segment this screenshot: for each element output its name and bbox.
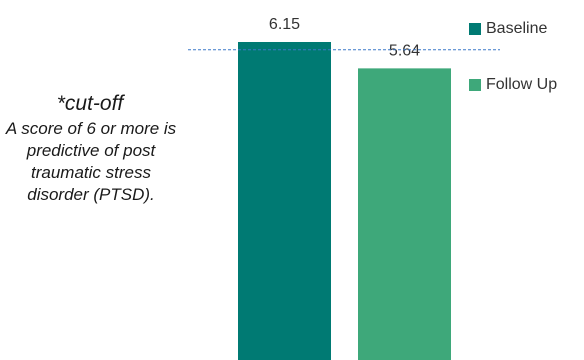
cutoff-note-heading: *cut-off [56,92,124,115]
data-label-baseline: 6.15 [269,16,300,33]
legend-item-follow-up: Follow Up [469,76,557,94]
bar-baseline [238,42,331,360]
legend-label-follow-up: Follow Up [486,76,558,93]
legend-item-baseline: Baseline [469,20,547,38]
bar-follow-up [358,68,451,360]
legend-label-baseline: Baseline [486,20,548,37]
cutoff-note-body: A score of 6 or more is predictive of po… [5,119,177,204]
legend-swatch-baseline [469,23,481,35]
data-label-follow-up: 5.64 [389,42,420,59]
legend-swatch-follow-up [469,79,481,91]
